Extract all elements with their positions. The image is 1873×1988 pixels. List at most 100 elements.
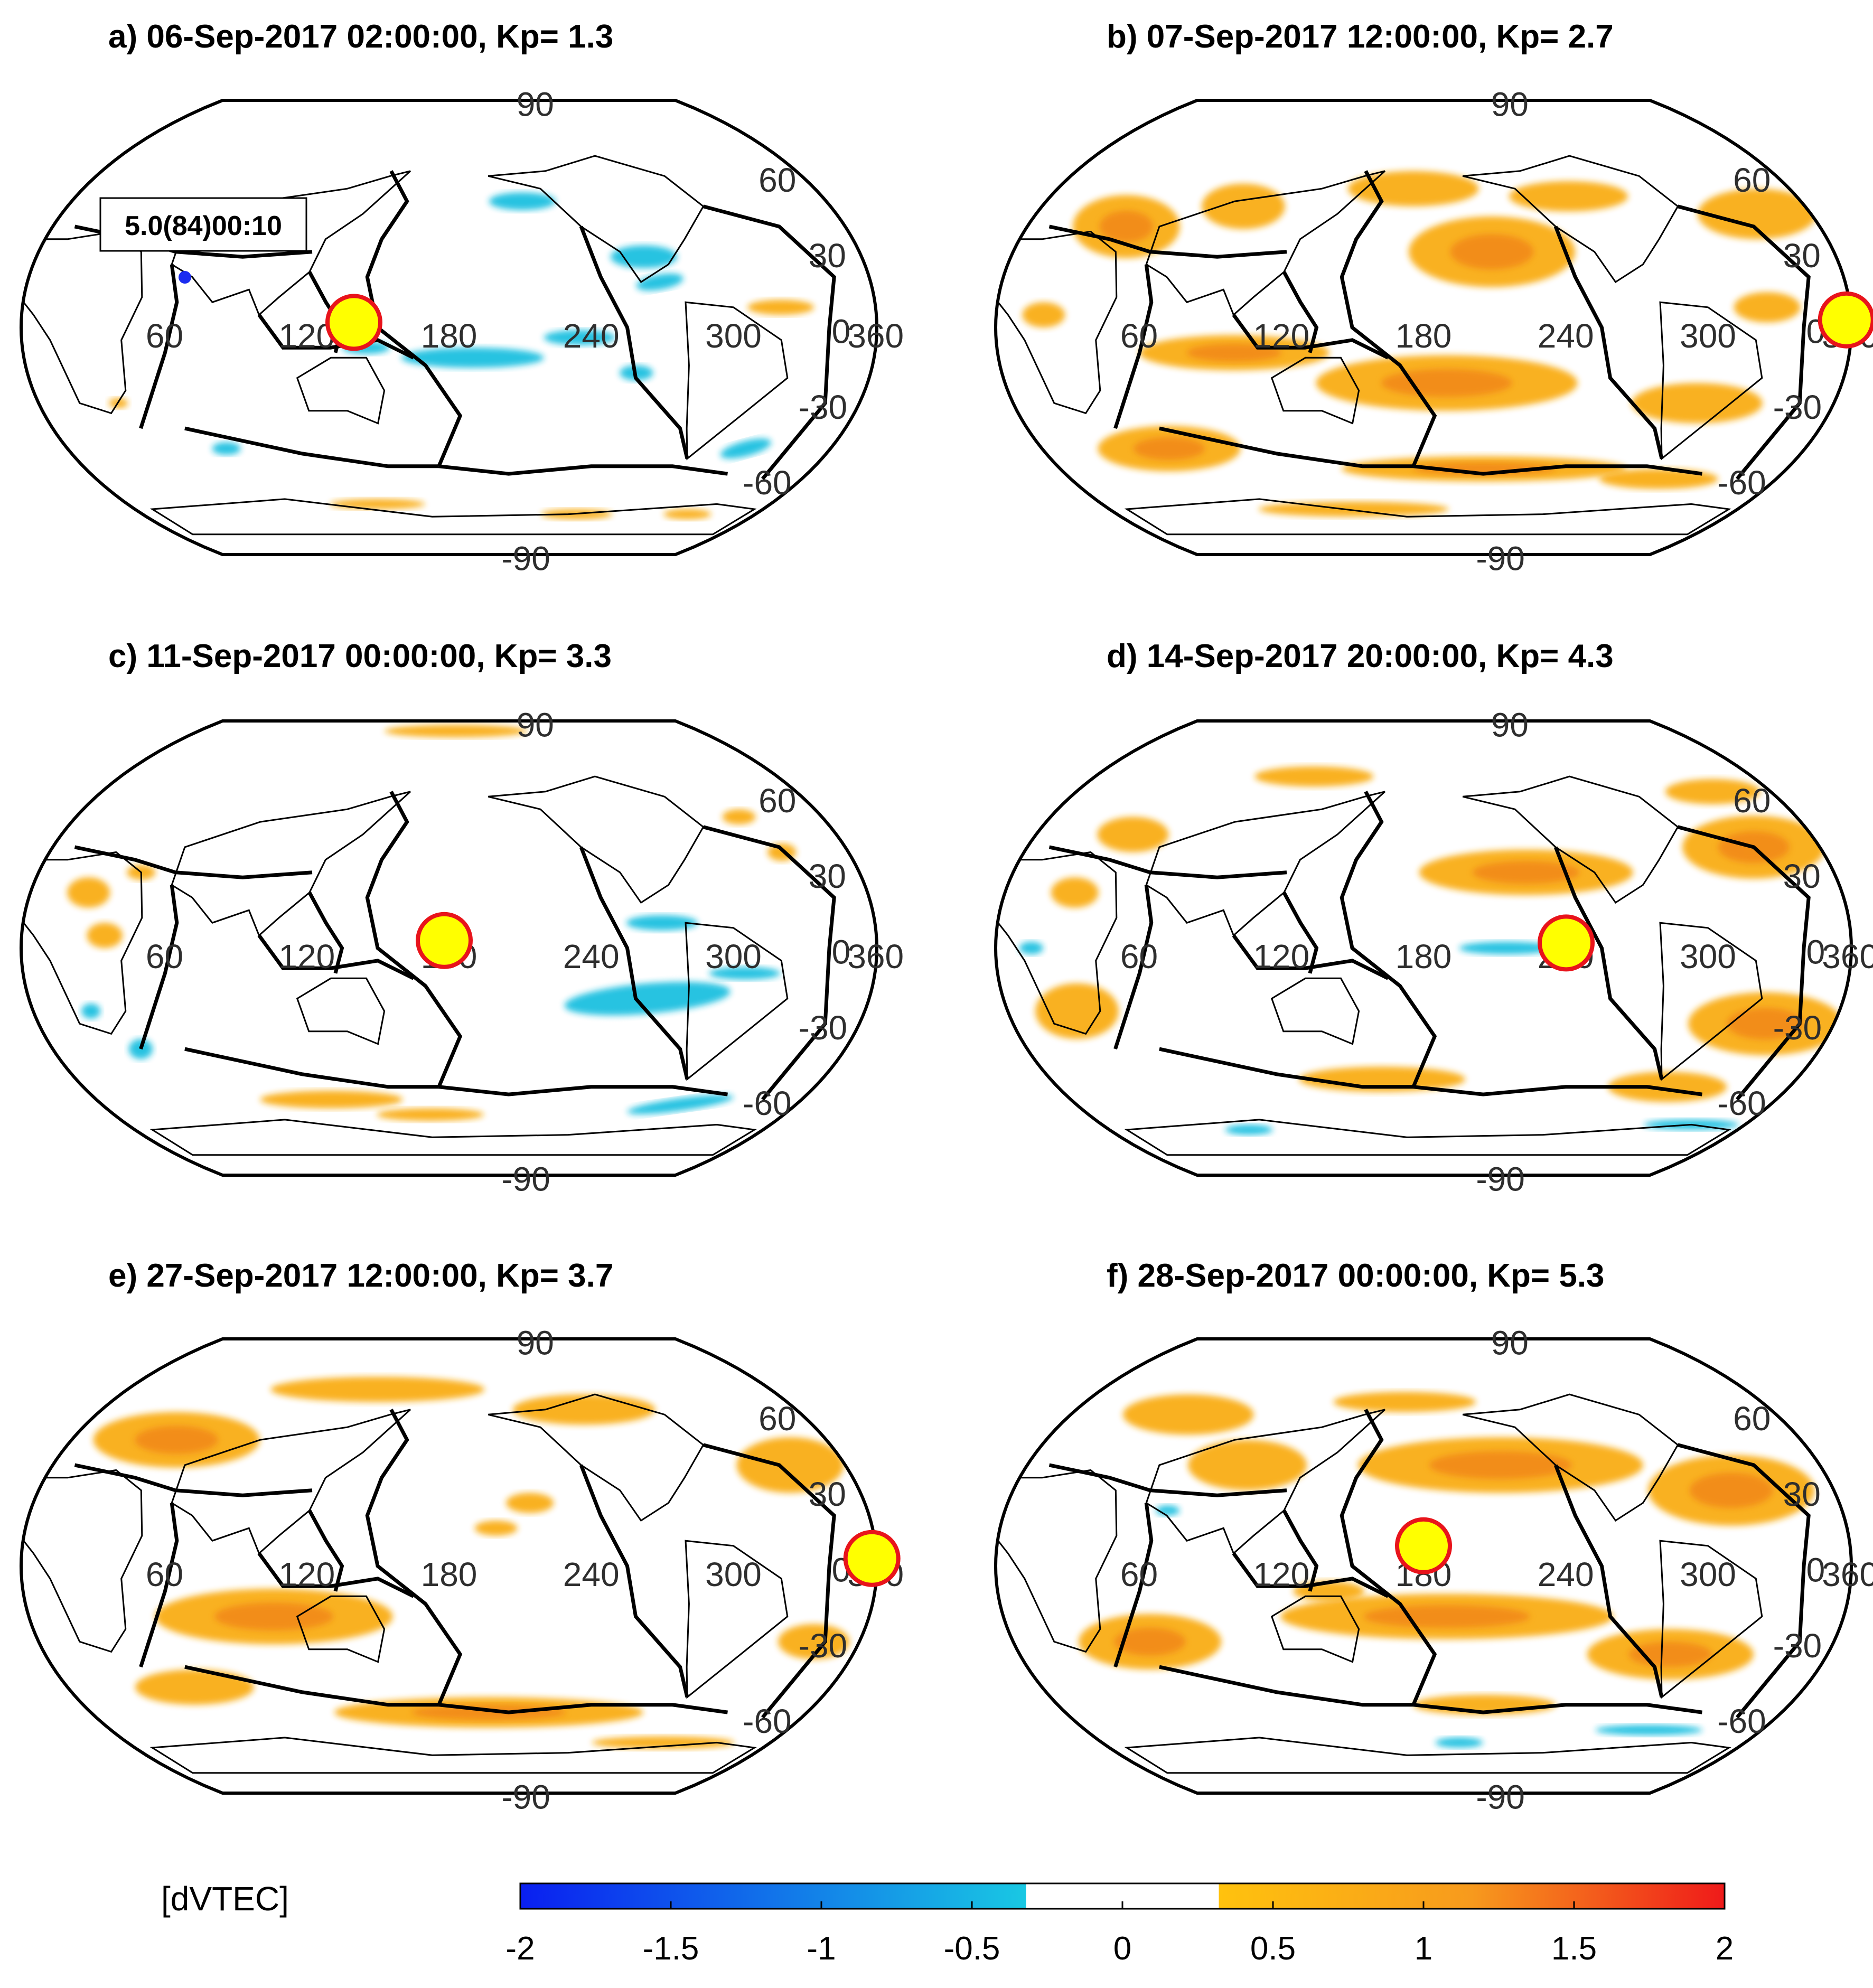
negative-anomaly [1019,942,1043,954]
plate-boundary [184,426,439,468]
lat-label: 30 [1783,857,1821,895]
plate-boundary [74,845,313,879]
plate-boundary [365,1409,463,1706]
coastline [1270,1595,1360,1663]
plate-boundary [1113,264,1154,429]
positive-anomaly [1734,292,1801,323]
coastline [296,1595,386,1663]
panel-title: a) 06-Sep-2017 02:00:00, Kp= 1.3 [108,18,613,55]
map-outline [19,1337,879,1795]
lat-label: -60 [743,1084,792,1122]
map-content [21,1376,850,1774]
map-outline [19,719,879,1177]
map-content [996,1392,1815,1774]
positive-anomaly-core [1114,1628,1186,1656]
map-panel: b) 07-Sep-2017 12:00:00, Kp= 2.7 60 120 180… [994,18,1873,578]
lat-label: -90 [1476,1778,1525,1816]
positive-anomaly [663,509,711,520]
plate-boundary [1159,1047,1413,1089]
plate-boundary [1553,1464,1664,1698]
negative-anomaly [489,192,556,210]
lon-label: 60 [146,1555,183,1593]
plate-boundary [257,1552,415,1598]
positive-anomaly-core [135,1426,218,1454]
positive-anomaly [1188,1440,1307,1490]
coastline [149,1737,757,1774]
positive-anomaly [474,1521,518,1536]
plate-boundary [1113,1503,1154,1668]
lon-label: 120 [1253,1555,1309,1593]
coastline [996,230,1118,415]
lat-label: 30 [809,237,846,275]
coastline [488,775,705,904]
negative-anomaly [212,442,241,455]
positive-anomaly [135,1669,254,1705]
negative-anomaly [544,330,615,345]
plate-boundary [74,1463,313,1497]
coastline [1124,1737,1731,1774]
datatip-point [179,271,191,284]
positive-anomaly [722,809,756,824]
map-panel: a) 06-Sep-2017 02:00:00, Kp= 1.360 120 180… [19,18,904,578]
negative-anomaly [401,348,544,368]
lat-label: -60 [1717,464,1766,502]
coastline [488,155,705,284]
positive-anomaly [260,1091,403,1109]
coastline [149,498,757,536]
lat-label: -60 [743,464,792,502]
lat-label: -30 [1773,1009,1822,1047]
lat-label: 60 [758,782,796,820]
positive-anomaly [1202,183,1285,229]
plate-boundary [139,1503,179,1668]
negative-anomaly [720,438,771,459]
coastline [1659,1540,1763,1699]
datatip-box [99,197,307,252]
plate-boundary [1159,1665,1413,1707]
lat-label: -60 [1717,1702,1766,1740]
plate-boundary [1677,825,1811,1101]
plate-boundary [257,314,415,360]
plate-boundary [579,846,689,1080]
plate-boundary [1413,1703,1702,1714]
lat-label: 90 [517,706,554,744]
positive-anomaly-core [1099,211,1153,242]
coastline [685,922,789,1081]
colorbar: [dVTEC] -2 -1.5 -1 -0.5 0 0.5 1 1.5 2 [161,1880,1734,1967]
lat-label: 0 [832,933,851,971]
lat-label: -90 [1476,1160,1525,1198]
lon-label: 300 [1680,317,1736,355]
colorbar-tick-label: 0.5 [1250,1930,1296,1967]
plate-boundary [1340,1409,1437,1706]
plate-boundary [1553,846,1664,1080]
positive-anomaly [747,299,814,315]
lat-label: 60 [1733,1400,1771,1438]
negative-anomaly [626,915,698,931]
plate-boundary [1232,314,1389,360]
lat-label: 90 [517,86,554,124]
coastline [21,1469,143,1653]
lon-label: 120 [278,937,335,976]
lat-label: -30 [799,388,848,426]
colorbar-ticks: -2 -1.5 -1 -0.5 0 0.5 1 1.5 2 [505,1901,1734,1967]
lon-label: 180 [421,317,477,355]
lat-label: 90 [1491,1324,1529,1362]
coastline [1462,775,1679,904]
lon-label: 240 [1538,317,1594,355]
plate-boundary [438,1703,728,1714]
lon-label: 180 [1396,937,1452,976]
epicenter-marker [1818,291,1873,349]
coastline [1659,922,1763,1081]
plate-boundary [703,204,836,480]
coastline [1124,498,1731,536]
lat-label: -90 [501,1160,550,1198]
positive-anomaly [592,1736,735,1749]
plate-boundary [1413,1085,1702,1096]
plate-boundary [1553,226,1664,460]
coastline [1270,357,1360,425]
coastline [996,851,1118,1035]
positive-anomaly [377,1108,484,1121]
plate-boundary [1048,1463,1287,1497]
plate-boundary [579,226,689,460]
plate-boundary [307,892,344,974]
lon-label: 240 [563,1555,620,1593]
